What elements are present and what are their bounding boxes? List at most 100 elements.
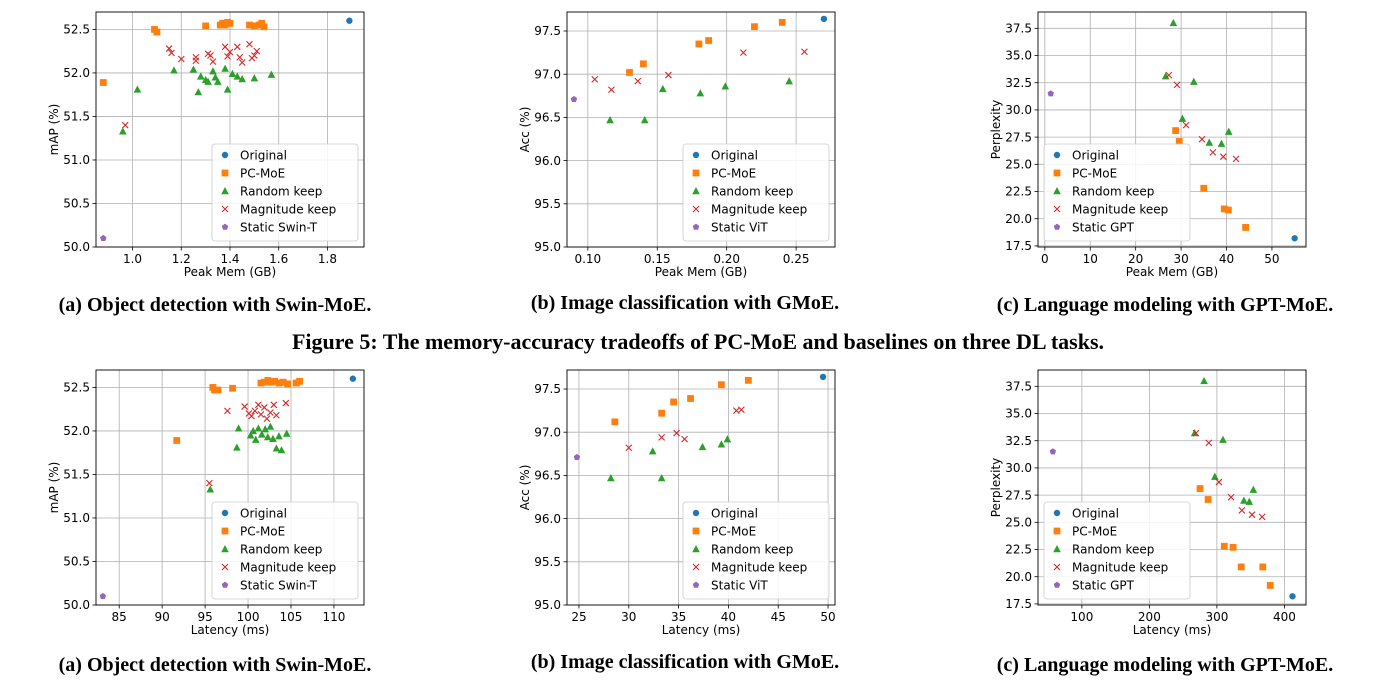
legend-box [682,143,830,242]
point-pc-moe [1259,563,1267,571]
point-pc-moe [718,381,725,389]
x-tick-label: 1.6 [269,252,288,266]
point-pc-moe [292,379,300,387]
legend-label-original: Original [240,506,287,520]
point-random-keep [282,429,291,437]
series-magnitude-keep [1165,71,1240,163]
point-pc-moe [744,376,752,384]
point-magnitude-keep [250,52,258,59]
point-magnitude-keep [165,45,173,52]
point-static-swin-t [100,234,107,242]
legend-label-random-keep: Random keep [1072,184,1154,198]
x-tick-label: 25 [571,610,586,624]
point-magnitude-keep [625,444,633,452]
point-pc-moe [626,69,633,76]
point-magnitude-keep [260,404,268,411]
x-tick-label: 0.25 [783,252,810,266]
point-random-keep [257,430,266,438]
point-pc-moe [1200,184,1208,192]
legend-marker-original [692,509,700,517]
point-magnitude-keep [681,435,688,443]
point-magnitude-keep [207,52,214,59]
point-random-keep [1240,496,1248,504]
y-tick-label: 51.0 [63,153,90,167]
caption-a-top: (a) Object detection with Swin-MoE. [58,294,372,316]
point-random-keep [1190,77,1198,85]
y-tick-label: 22.5 [1005,543,1032,557]
point-original [1289,593,1296,600]
point-magnitude-keep [254,401,262,409]
legend-box [211,501,359,600]
point-random-keep [238,75,246,83]
point-random-keep [785,77,793,85]
chart-6: 100 200 300 400 17.5 20.0 22.5 25.0 27.5 30.0 32.5… [989,369,1307,637]
plot-frame [566,11,836,248]
x-tick-label: 400 [1273,610,1296,624]
point-magnitude-keep [251,407,259,415]
point-pc-moe [1266,582,1274,589]
legend-marker-random-keep [221,187,229,195]
point-random-keep [277,446,286,454]
chart-5: 25 30 35 40 45 50 95.0 95.5 96.0 96.5 97.0 97.5 Late… [518,369,836,637]
y-tick-label: 32.5 [1005,434,1032,448]
series-magnitude-keep [591,48,808,94]
point-pc-moe [1220,205,1228,213]
point-pc-moe [687,395,694,402]
point-magnitude-keep [1198,135,1206,143]
point-random-keep [266,422,275,430]
y-tick-label: 25.0 [1005,516,1032,530]
series-pc-moe [1196,485,1274,589]
y-tick-label: 35.0 [1005,49,1032,63]
y-axis-label: mAP (%) [47,104,61,156]
legend-marker-original [1053,151,1061,159]
point-magnitude-keep [1258,513,1266,521]
legend-marker-static-gpt [1053,581,1061,588]
point-random-keep [223,85,232,93]
legend: Original PC-MoE Random keep Magnitude keep S… [211,501,359,600]
point-random-keep [206,485,215,493]
point-magnitude-keep [121,121,129,129]
point-magnitude-keep [1165,71,1173,79]
legend-label-magnitude-keep: Magnitude keep [240,202,336,216]
x-tick-label: 50 [820,610,835,624]
y-tick-label: 20.0 [1005,570,1032,584]
y-tick-label: 30.0 [1005,103,1032,117]
point-random-keep [221,64,229,72]
y-tick-label: 37.5 [1005,22,1032,36]
legend-marker-magnitude-keep [692,563,700,571]
series-random-keep [1161,18,1233,147]
point-magnitude-keep [591,76,599,83]
caption-b-top: (b) Image classification with GMoE. [530,292,840,314]
point-random-keep [1217,139,1226,147]
chart-4: 85 90 95 100 105 110 50.0 50.5 51.0 51.5 52.0 52.5 L… [47,369,365,637]
series-original [1291,235,1298,242]
point-pc-moe [226,19,234,27]
point-random-keep [607,473,615,482]
point-random-keep [234,424,243,432]
x-tick-label: 40 [721,610,736,624]
point-random-keep [209,67,217,75]
point-random-keep [723,435,732,443]
legend-marker-static-vit [692,223,700,230]
y-tick-label: 20.0 [1005,212,1032,226]
point-pc-moe [279,378,287,386]
legend-marker-pc-moe [221,169,229,177]
x-tick-label: 85 [112,610,127,624]
point-magnitude-keep [282,399,290,407]
legend-label-pc-moe: PC-MoE [1072,166,1117,180]
y-tick-label: 50.0 [63,240,90,254]
y-axis-label: Acc (%) [518,107,532,153]
point-random-keep [1178,114,1187,122]
legend-marker-pc-moe [221,527,229,535]
point-magnitude-keep [177,55,185,63]
legend-marker-original [221,509,229,517]
point-magnitude-keep [257,411,265,418]
point-random-keep [119,127,127,135]
y-tick-label: 30.0 [1005,461,1032,475]
point-random-keep [1245,497,1254,505]
point-static-vit [570,95,578,103]
caption-c-top: (c) Language modeling with GPT-MoE. [996,294,1334,316]
x-tick-label: 30 [621,610,636,624]
legend-marker-random-keep [1053,545,1061,553]
x-tick-label: 50 [1264,252,1279,266]
